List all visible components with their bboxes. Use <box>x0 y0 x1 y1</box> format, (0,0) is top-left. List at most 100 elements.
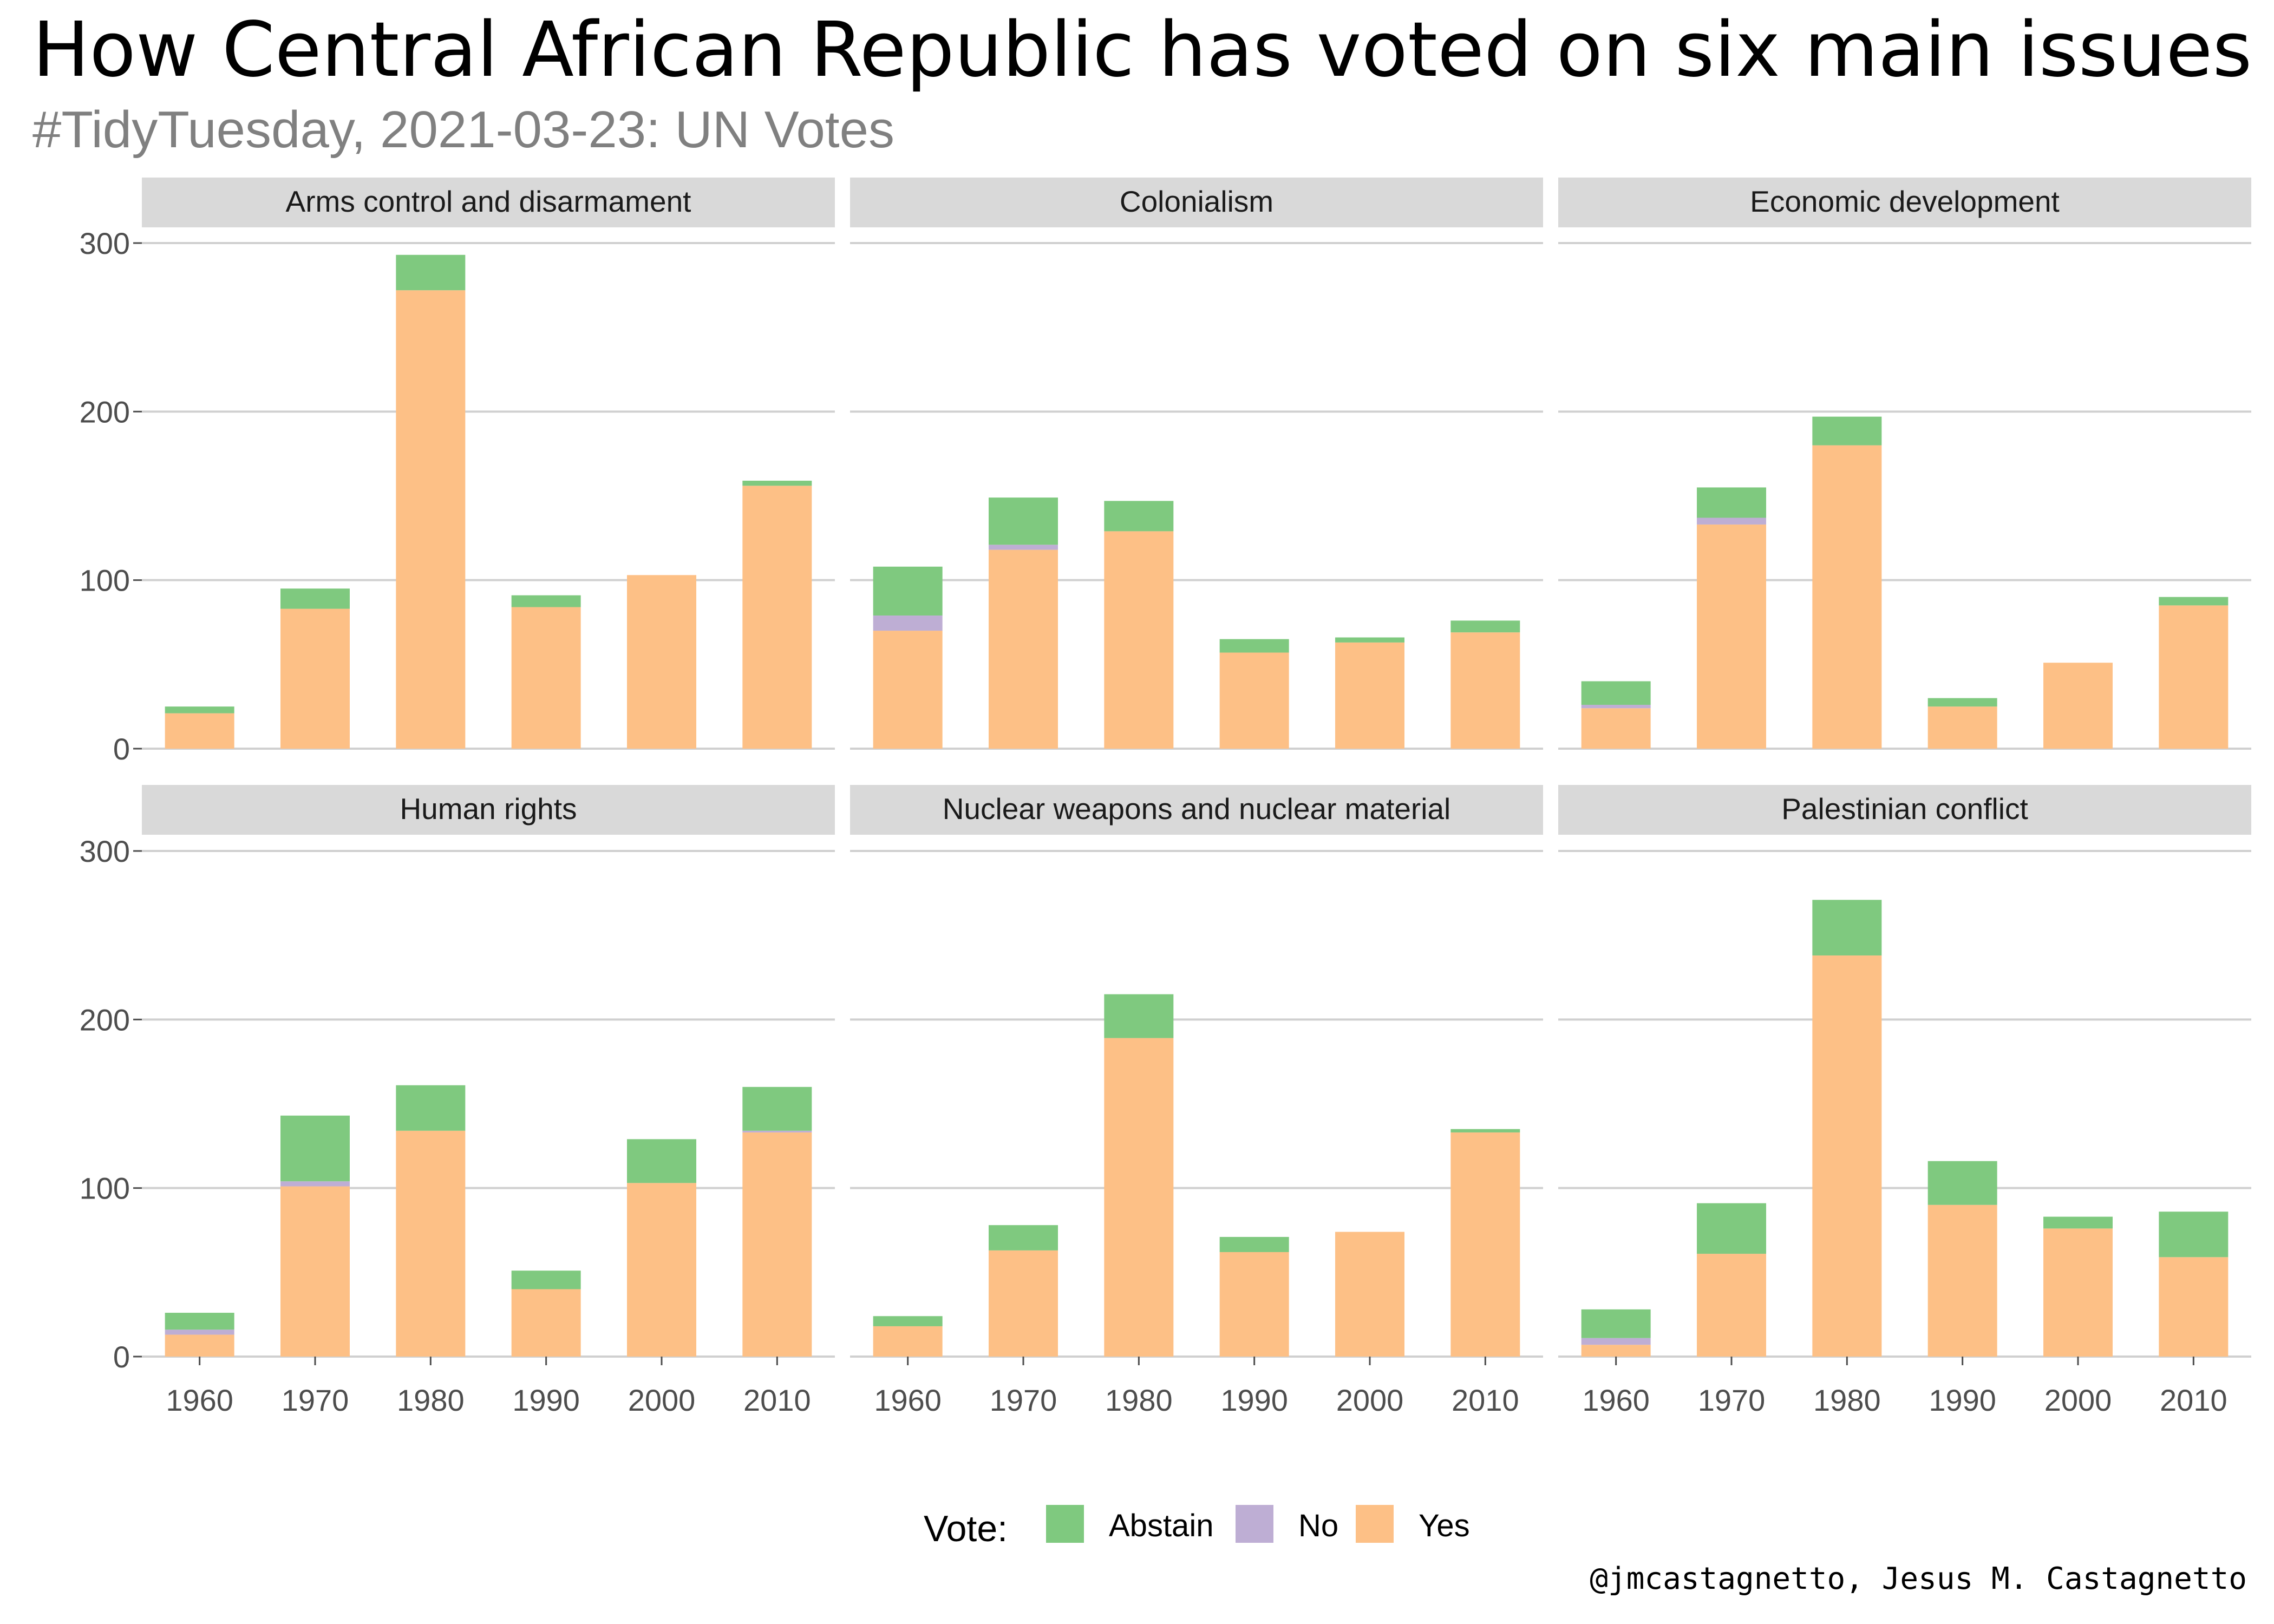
bar-segment-yes <box>742 1132 812 1357</box>
bar-segment-no <box>1582 705 1651 708</box>
bar-segment-abstain <box>1697 487 1766 518</box>
legend-key-no <box>1236 1505 1273 1543</box>
x-tick-label: 2010 <box>1452 1383 1519 1417</box>
x-tick-label: 1980 <box>397 1383 465 1417</box>
bar-segment-no <box>742 1131 812 1132</box>
bar-segment-abstain <box>165 706 234 713</box>
bar-segment-abstain <box>1220 1237 1289 1252</box>
x-tick-label: 1960 <box>166 1383 233 1417</box>
bar-segment-abstain <box>512 1271 581 1289</box>
x-tick-label: 1970 <box>990 1383 1057 1417</box>
bar-segment-yes <box>1450 1132 1520 1357</box>
bar-segment-abstain <box>1582 1309 1651 1338</box>
bar-segment-yes <box>989 550 1058 749</box>
chart-subtitle: #TidyTuesday, 2021-03-23: UN Votes <box>32 101 894 159</box>
bar-segment-yes <box>1104 1038 1173 1357</box>
bar-segment-abstain <box>1697 1203 1766 1254</box>
bar-segment-yes <box>1928 1205 1997 1357</box>
bar-segment-abstain <box>1928 1161 1997 1205</box>
y-tick-label: 100 <box>80 1171 130 1206</box>
bar-segment-abstain <box>989 1225 1058 1250</box>
facet-strip-label: Arms control and disarmament <box>286 185 691 218</box>
bar-segment-abstain <box>512 595 581 607</box>
bar-segment-abstain <box>742 1087 812 1131</box>
bar-segment-abstain <box>1104 501 1173 531</box>
facet-panel: Arms control and disarmament 0 100 200 300 <box>80 178 835 766</box>
bar-segment-yes <box>2159 1257 2228 1357</box>
bar-segment-yes <box>165 713 234 749</box>
bar-segment-yes <box>1812 955 1881 1357</box>
bar-segment-no <box>1582 1338 1651 1345</box>
facet-grid: Arms control and disarmament0100200300Co… <box>80 178 2251 1417</box>
bar-segment-abstain <box>1450 1129 1520 1132</box>
bar-segment-abstain <box>989 497 1058 545</box>
y-tick-label: 0 <box>113 732 130 766</box>
bar-segment-yes <box>1697 525 1766 749</box>
bar-segment-abstain <box>1928 698 1997 707</box>
y-tick-label: 200 <box>80 1003 130 1037</box>
facet-panel: Nuclear weapons and nuclear material 1960… <box>850 785 1543 1417</box>
x-tick-label: 1970 <box>282 1383 349 1417</box>
y-tick-label: 100 <box>80 564 130 598</box>
caption: @jmcastagnetto, Jesus M. Castagnetto <box>1590 1561 2247 1596</box>
x-tick-label: 1960 <box>1582 1383 1650 1417</box>
legend-label-abstain: Abstain <box>1109 1508 1213 1543</box>
bar-segment-abstain <box>396 1085 465 1131</box>
bar-segment-yes <box>396 1131 465 1357</box>
legend-key-yes <box>1356 1505 1394 1543</box>
bar-segment-yes <box>1812 446 1881 749</box>
bar-segment-no <box>873 615 943 631</box>
legend-key-abstain <box>1046 1505 1084 1543</box>
bar-segment-yes <box>280 609 350 749</box>
x-tick-label: 1980 <box>1105 1383 1173 1417</box>
bar-segment-no <box>280 1181 350 1186</box>
bar-segment-abstain <box>165 1313 234 1330</box>
x-tick-label: 2000 <box>1336 1383 1404 1417</box>
bar-segment-yes <box>2043 663 2113 749</box>
bar-segment-yes <box>1104 531 1173 749</box>
bar-segment-abstain <box>1104 994 1173 1038</box>
bar-segment-abstain <box>2159 597 2228 606</box>
y-tick-label: 0 <box>113 1340 130 1374</box>
bar-segment-abstain <box>1812 417 1881 446</box>
y-tick-label: 200 <box>80 395 130 429</box>
bar-segment-yes <box>512 607 581 749</box>
bar-segment-yes <box>873 631 943 749</box>
bar-segment-no <box>165 1330 234 1334</box>
x-tick-label: 2000 <box>2044 1383 2112 1417</box>
facet-strip-label: Colonialism <box>1120 185 1273 218</box>
bar-segment-yes <box>1335 1232 1404 1357</box>
bar-segment-yes <box>2159 605 2228 749</box>
bar-segment-yes <box>1582 1345 1651 1357</box>
facet-strip-label: Economic development <box>1750 185 2060 218</box>
x-tick-label: 1980 <box>1813 1383 1881 1417</box>
legend: Vote: Abstain No Yes <box>924 1505 1470 1549</box>
legend-label-no: No <box>1298 1508 1338 1543</box>
bar-segment-abstain <box>873 567 943 615</box>
bar-segment-abstain <box>1812 900 1881 955</box>
bar-segment-abstain <box>280 1116 350 1181</box>
facet-panel: Palestinian conflict 1960 1970 1980 1990 2000… <box>1558 785 2251 1417</box>
bar-segment-abstain <box>742 481 812 486</box>
x-tick-label: 2010 <box>2160 1383 2227 1417</box>
facet-strip-label: Palestinian conflict <box>1781 792 2028 826</box>
bar-segment-yes <box>1220 1252 1289 1357</box>
bar-segment-abstain <box>1335 638 1404 643</box>
bar-segment-yes <box>742 486 812 749</box>
bar-segment-abstain <box>396 255 465 290</box>
bar-segment-yes <box>873 1326 943 1357</box>
bar-segment-yes <box>280 1187 350 1357</box>
facet-panel: Human rights 0 100 200 300 1960 1970 1980 1990 20… <box>80 785 835 1417</box>
legend-label-yes: Yes <box>1419 1508 1470 1543</box>
bar-segment-abstain <box>873 1316 943 1326</box>
bar-segment-no <box>989 545 1058 549</box>
facet-panel: Colonialism <box>850 178 1543 749</box>
bar-segment-yes <box>396 290 465 749</box>
bar-segment-yes <box>989 1250 1058 1357</box>
bar-segment-yes <box>1450 632 1520 749</box>
bar-segment-yes <box>627 575 696 749</box>
bar-segment-abstain <box>1220 639 1289 653</box>
x-tick-label: 1960 <box>874 1383 942 1417</box>
bar-segment-abstain <box>1582 681 1651 705</box>
